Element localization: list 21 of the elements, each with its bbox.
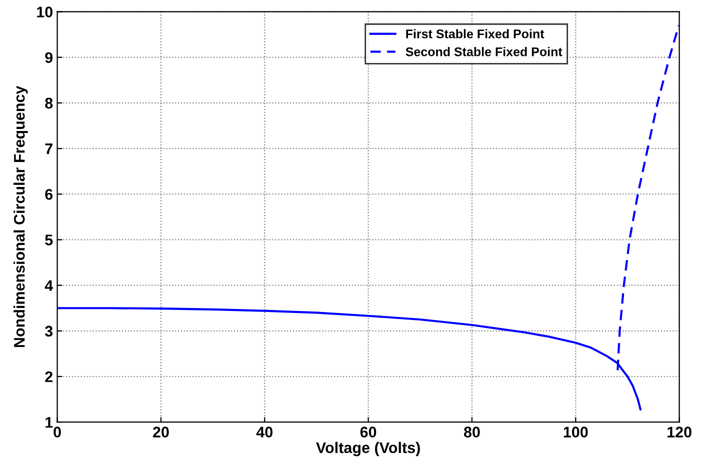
x-tick-label: 120 [668,426,692,438]
y-tick-label: 9 [45,52,53,64]
y-tick-label: 8 [45,98,53,109]
x-tick-label: 60 [360,426,376,438]
y-tick-label: 4 [44,280,54,291]
x-tick-label: 0 [54,426,61,438]
y-tick-label: 5 [45,234,53,246]
y-tick-label: 3 [44,326,53,337]
x-tick-label: 80 [464,426,480,438]
x-axis-title: Voltage (Volts) [316,442,420,456]
legend-label: Second Stable Fixed Point [406,47,562,56]
y-tick-label: 1 [46,417,53,428]
y-tick-label: 7 [45,144,52,154]
x-tick-label: 40 [256,426,272,438]
y-tick-label: 2 [45,371,52,382]
legend-label: First Stable Fixed Point [406,29,544,38]
x-tick-label: 100 [564,426,588,438]
x-tick-label: 20 [152,426,169,438]
y-tick-label: 10 [37,6,52,18]
y-tick-label: 6 [45,188,53,200]
y-axis-title: Nondimensional Circular Frequency [14,86,28,348]
